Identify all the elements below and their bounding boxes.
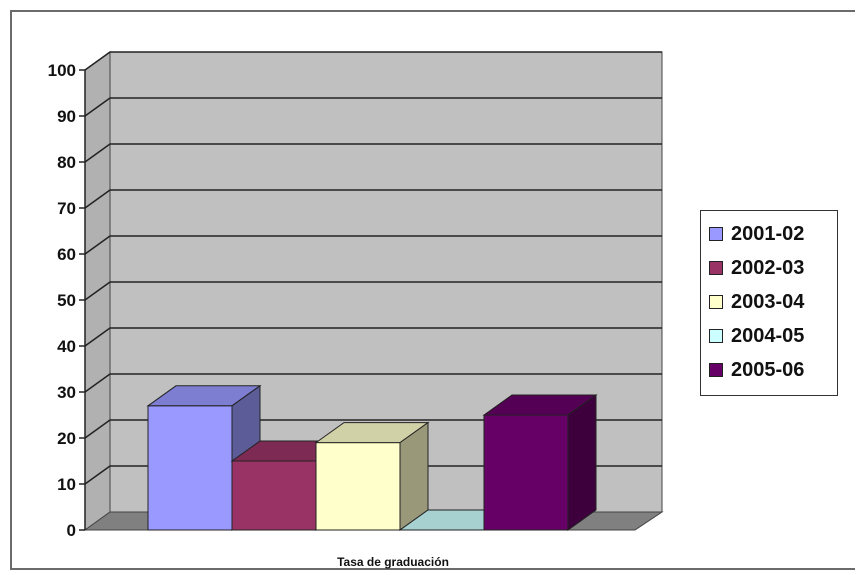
bar-front-2003-04 <box>315 442 401 531</box>
legend-item-2004-05: 2004-05 <box>709 319 837 353</box>
legend-item-2003-04: 2003-04 <box>709 285 837 319</box>
y-tick-label-70: 70 <box>57 199 76 218</box>
gridline-50 <box>84 281 662 301</box>
gridline-70 <box>84 189 662 209</box>
y-tick-label-0: 0 <box>67 521 76 540</box>
chart-bars <box>146 384 598 531</box>
legend-swatch <box>709 261 723 275</box>
y-tick-label-80: 80 <box>57 153 76 172</box>
legend-swatch <box>709 295 723 309</box>
legend-label: 2002-03 <box>731 256 805 279</box>
y-axis: 0 10 20 30 40 50 60 70 80 90 100 <box>48 61 86 540</box>
y-tick-label-100: 100 <box>48 61 76 80</box>
y-tick-label-40: 40 <box>57 337 76 356</box>
category-label: Tasa de graduación <box>337 555 449 569</box>
legend-item-2005-06: 2005-06 <box>709 353 837 387</box>
gridline-90 <box>84 97 662 117</box>
gridline-20 <box>84 419 662 439</box>
gridline-10 <box>84 465 662 485</box>
bar-front-2001-02 <box>147 405 233 531</box>
bar-front-2005-06 <box>483 414 569 531</box>
legend-item-2002-03: 2002-03 <box>709 251 837 285</box>
legend-swatch <box>709 329 723 343</box>
bar-front-2002-03 <box>231 460 317 531</box>
legend-label: 2003-04 <box>731 290 805 313</box>
gridline-100 <box>84 51 662 71</box>
gridline-80 <box>84 143 662 163</box>
gridline-60 <box>84 235 662 255</box>
chart-gridlines <box>84 51 662 485</box>
bar-2005-06 <box>482 394 598 531</box>
y-tick-label-90: 90 <box>57 107 76 126</box>
bar-side-2005-06 <box>567 394 597 531</box>
gridline-30 <box>84 373 662 393</box>
legend-label: 2001-02 <box>731 222 805 245</box>
legend: 2001-02 2002-03 2003-04 2004-05 2005-06 <box>700 210 838 396</box>
bar-2003-04 <box>314 421 430 531</box>
legend-item-2001-02: 2001-02 <box>709 217 837 251</box>
legend-swatch <box>709 227 723 241</box>
legend-swatch <box>709 363 723 377</box>
legend-label: 2005-06 <box>731 358 805 381</box>
y-tick-label-10: 10 <box>57 475 76 494</box>
gridline-40 <box>84 327 662 347</box>
y-tick-label-20: 20 <box>57 429 76 448</box>
y-tick-label-30: 30 <box>57 383 76 402</box>
y-tick-label-60: 60 <box>57 245 76 264</box>
legend-label: 2004-05 <box>731 324 805 347</box>
y-tick-label-50: 50 <box>57 291 76 310</box>
